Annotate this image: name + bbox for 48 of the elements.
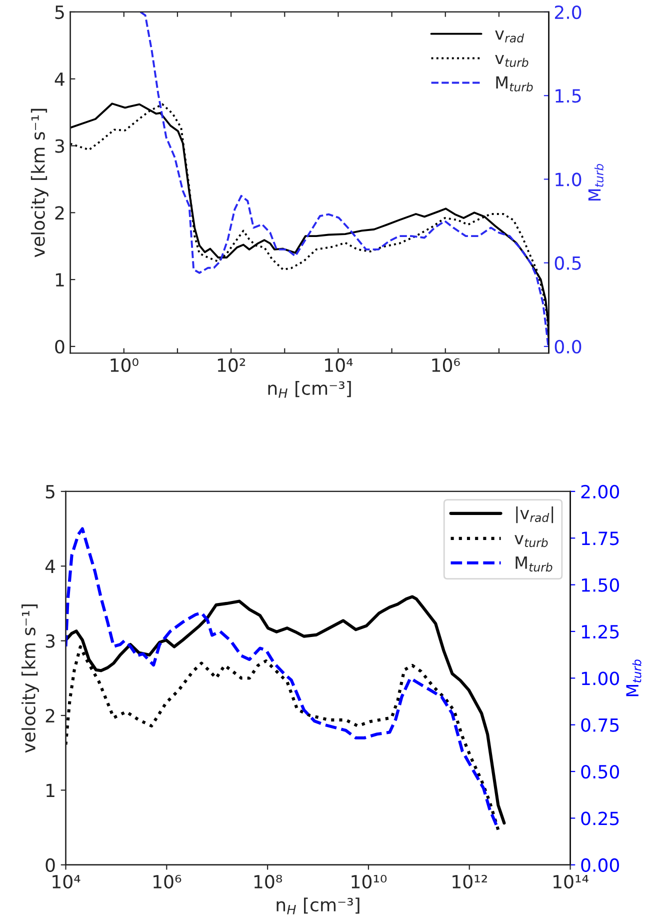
legend-label: v$_{rad}$ [495, 30, 524, 42]
y-tick-label: 2 [46, 708, 54, 722]
y-tick-label: 3 [55, 139, 64, 153]
y-tick-label: 0 [46, 858, 55, 872]
y-tick-label: 4 [45, 560, 56, 573]
y-tick-label: 1 [46, 784, 54, 798]
y2-tick-label: 0.75 [581, 718, 619, 732]
legend-label: |v$_{rad}$| [516, 506, 554, 524]
y2-tick-label: 0.0 [554, 340, 582, 354]
y2-tick-label: 2.0 [554, 5, 582, 20]
y2-tick-label: 1.75 [582, 532, 619, 546]
legend-label: M$_{turb}$ [516, 556, 552, 572]
y2-tick-label: 1.25 [582, 624, 619, 639]
y2-tick-label: 1.0 [556, 172, 582, 186]
y2-tick-label: 1.5 [556, 89, 581, 103]
y-tick-label: 2 [55, 206, 64, 220]
y2-tick-label: 0.00 [581, 858, 619, 872]
y2-axis-title: M$_{turb}$ [626, 660, 642, 696]
x-axis-title: n$_{H}$ [cm⁻³] [276, 898, 360, 914]
x-tick-label: 10⁰ [110, 358, 138, 372]
y-tick-label: 1 [56, 273, 64, 286]
y-axis-title: velocity [km s⁻¹] [22, 604, 39, 753]
x-tick-label: 10¹⁴ [554, 874, 588, 889]
x-tick-label: 10¹⁰ [352, 874, 387, 889]
legend-label: v$_{turb}$ [495, 54, 528, 67]
y-tick-label: 5 [55, 6, 64, 20]
x-tick-label: 10⁴ [52, 874, 80, 889]
x-tick-label: 10² [218, 358, 246, 372]
x-tick-label: 10⁶ [154, 874, 182, 889]
y2-axis-title: M$_{turb}$ [588, 164, 604, 201]
legend-label: M$_{turb}$ [496, 76, 533, 92]
x-tick-label: 10⁴ [325, 358, 353, 372]
y2-tick-label: 0.5 [554, 256, 581, 270]
y-axis-title: velocity [km s⁻¹] [30, 108, 48, 258]
y-tick-label: 5 [46, 485, 54, 499]
legend-label: v$_{turb}$ [514, 535, 548, 548]
x-tick-label: 10⁶ [432, 358, 460, 372]
x-tick-label: 10¹² [452, 874, 487, 889]
y2-tick-label: 0.50 [581, 764, 619, 779]
x-tick-label: 10⁸ [254, 874, 282, 889]
y2-tick-label: 0.25 [581, 812, 619, 826]
y-tick-label: 4 [54, 72, 64, 86]
y-tick-label: 0 [55, 340, 64, 354]
y2-tick-label: 1.00 [582, 672, 619, 686]
y2-tick-label: 1.50 [582, 578, 619, 592]
x-axis-title: n$_{H}$ [cm⁻³] [268, 381, 351, 398]
y-tick-label: 3 [46, 634, 55, 648]
y2-tick-label: 2.00 [581, 484, 619, 499]
